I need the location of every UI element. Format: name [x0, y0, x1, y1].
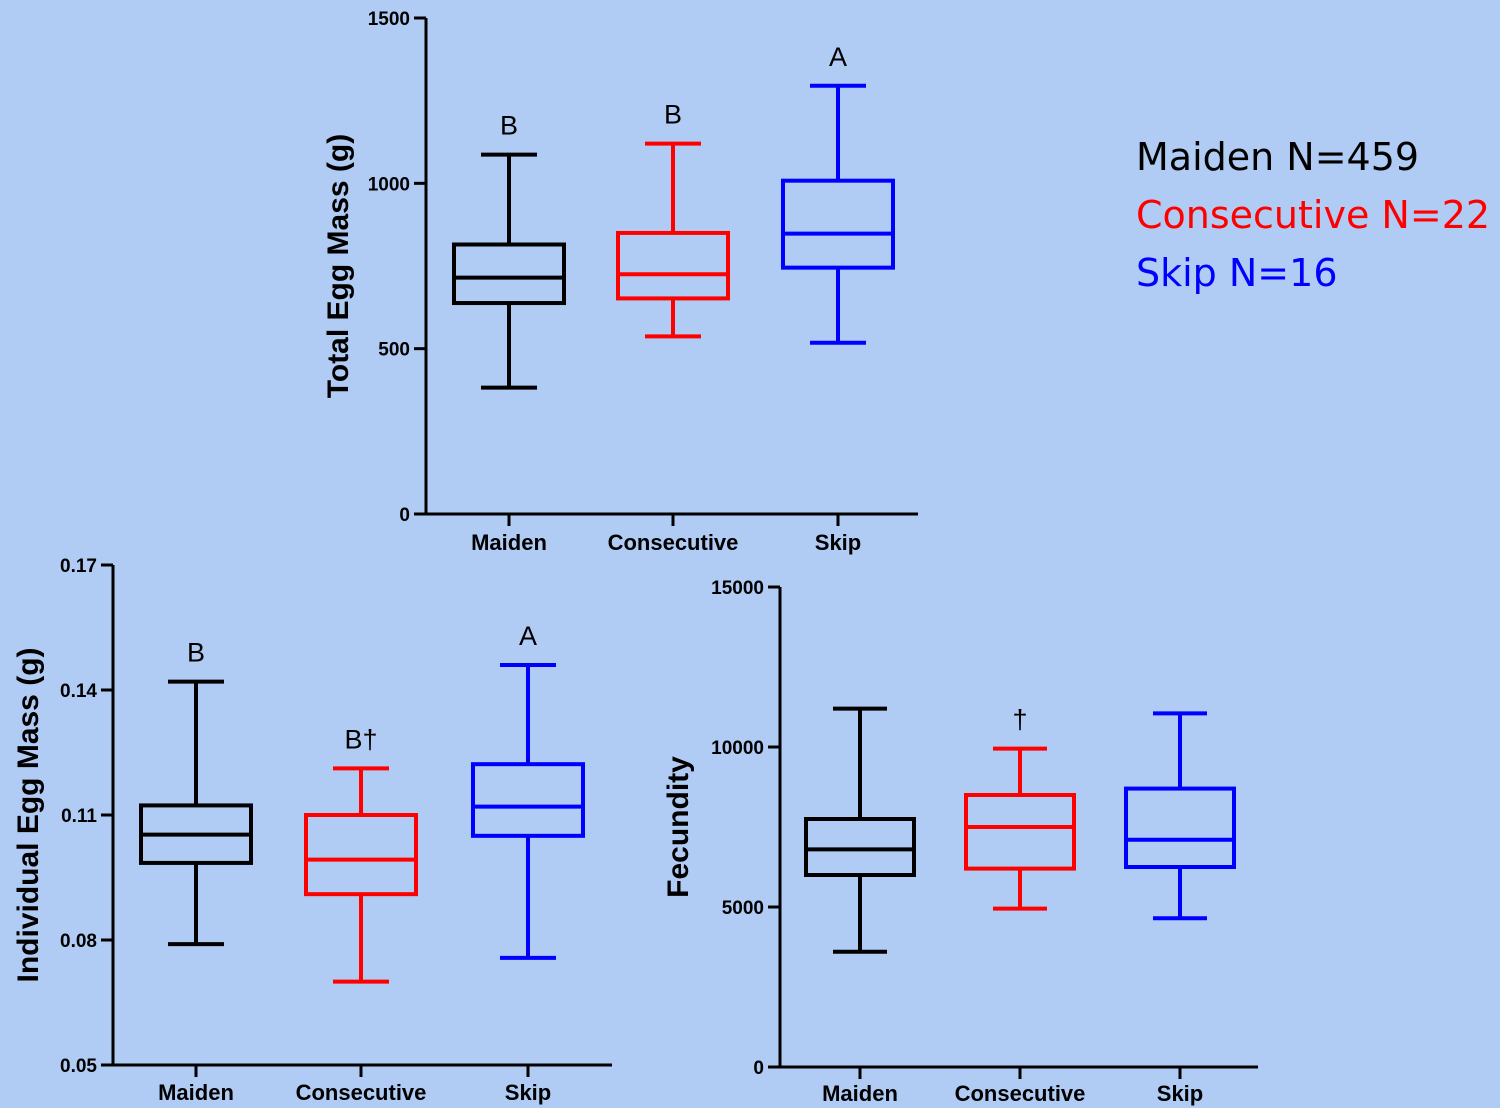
- x-tick-label-skip: Skip: [1157, 1081, 1203, 1106]
- significance-label: A: [829, 42, 847, 72]
- significance-label: B: [664, 100, 682, 130]
- y-tick-label: 10000: [711, 738, 764, 759]
- y-tick-label: 0.05: [60, 1056, 97, 1077]
- legend: Maiden N=459 Consecutive N=22 Skip N=16: [1136, 128, 1490, 302]
- box-maiden: B: [139, 638, 253, 947]
- y-tick-label: 0.14: [60, 681, 97, 702]
- x-tick-label-consecutive: Consecutive: [955, 1081, 1086, 1106]
- significance-label: B: [500, 111, 518, 141]
- y-axis-title: Individual Egg Mass (g): [12, 647, 45, 982]
- significance-label: B: [187, 638, 205, 668]
- x-tick-label-consecutive: Consecutive: [296, 1080, 427, 1105]
- box-maiden: [804, 706, 916, 954]
- x-tick-label-skip: Skip: [505, 1080, 551, 1105]
- y-tick-label: 5000: [722, 898, 764, 919]
- box-iqr: [304, 813, 418, 897]
- box-iqr: [471, 762, 585, 838]
- box-maiden: B: [452, 111, 566, 390]
- x-tick-label-skip: Skip: [815, 530, 861, 555]
- box-skip: [1124, 711, 1236, 921]
- chart-panel-0: 0 500 1000 1500 Total Egg Mass (g) Maiden B Con…: [322, 9, 918, 555]
- chart-panel-1: 0.05 0.08 0.11 0.14 0.17 Individual Egg Mass …: [12, 556, 612, 1105]
- box-skip: A: [781, 42, 895, 345]
- significance-label: A: [519, 621, 537, 651]
- box-iqr: [804, 817, 916, 877]
- box-iqr: [452, 242, 566, 306]
- y-tick-label: 15000: [711, 578, 764, 599]
- y-tick-label: 1500: [368, 9, 410, 30]
- box-skip: A: [471, 621, 585, 960]
- y-axis-title: Total Egg Mass (g): [322, 134, 355, 398]
- y-axis-title: Fecundity: [662, 756, 695, 898]
- legend-item-consecutive: Consecutive N=22: [1136, 193, 1491, 237]
- box-iqr: [1124, 786, 1236, 869]
- box-iqr: [616, 230, 730, 301]
- x-tick-label-maiden: Maiden: [822, 1081, 898, 1106]
- y-tick-label: 0.11: [61, 806, 97, 827]
- y-tick-label: 0.17: [60, 556, 97, 577]
- significance-label: B†: [344, 724, 377, 754]
- y-tick-label: 0: [399, 505, 410, 526]
- box-consecutive: B: [616, 100, 730, 339]
- x-tick-label-maiden: Maiden: [158, 1080, 234, 1105]
- legend-item-skip: Skip N=16: [1136, 251, 1338, 295]
- legend-item-maiden: Maiden N=459: [1136, 135, 1420, 179]
- y-tick-label: 0.08: [60, 931, 97, 952]
- y-tick-label: 500: [378, 340, 410, 361]
- box-consecutive: †: [964, 705, 1076, 911]
- x-tick-label-maiden: Maiden: [471, 530, 547, 555]
- y-tick-label: 1000: [368, 174, 410, 195]
- y-tick-label: 0: [753, 1058, 764, 1079]
- significance-label: †: [1012, 705, 1027, 735]
- x-tick-label-consecutive: Consecutive: [608, 530, 739, 555]
- box-iqr: [781, 178, 895, 270]
- chart-panel-2: 0 5000 10000 15000 Fecundity Maiden Consecutiv…: [662, 578, 1258, 1106]
- box-iqr: [964, 793, 1076, 871]
- box-consecutive: B†: [304, 724, 418, 984]
